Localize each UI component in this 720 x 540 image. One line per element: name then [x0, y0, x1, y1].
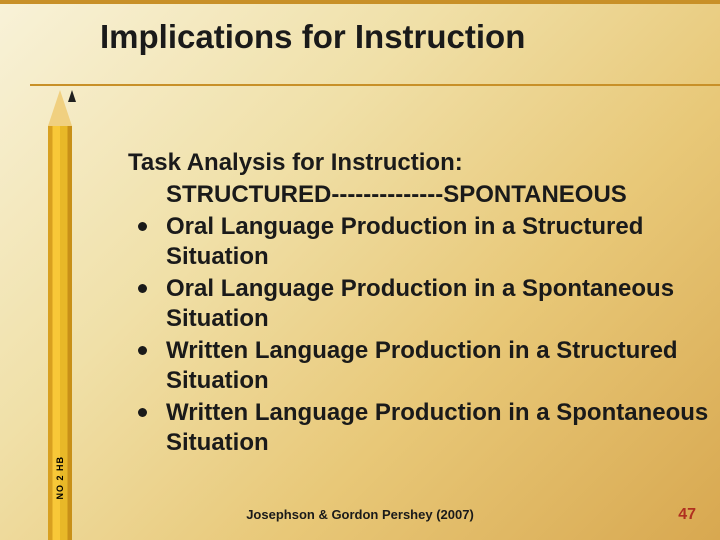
page-number: 47 [678, 506, 696, 524]
pencil-tip [48, 90, 72, 126]
content-heading: Task Analysis for Instruction: [128, 148, 712, 178]
list-item: Written Language Production in a Spontan… [128, 398, 712, 458]
list-item: Oral Language Production in a Structured… [128, 212, 712, 272]
pencil-lead [68, 90, 76, 102]
pencil-graphic: NO 2 HB [48, 90, 72, 540]
pencil-label: NO 2 HB [55, 456, 65, 500]
title-underline [30, 84, 720, 86]
list-item: Written Language Production in a Structu… [128, 336, 712, 396]
pencil-body: NO 2 HB [48, 126, 72, 540]
content-subheading: STRUCTURED--------------SPONTANEOUS [166, 180, 712, 210]
top-accent-band [0, 0, 720, 4]
content-area: Task Analysis for Instruction: STRUCTURE… [128, 148, 712, 460]
list-item: Oral Language Production in a Spontaneou… [128, 274, 712, 334]
slide: NO 2 HB Implications for Instruction Tas… [0, 0, 720, 540]
slide-title: Implications for Instruction [100, 18, 525, 56]
bullet-list: Oral Language Production in a Structured… [128, 212, 712, 458]
citation: Josephson & Gordon Pershey (2007) [0, 507, 720, 522]
